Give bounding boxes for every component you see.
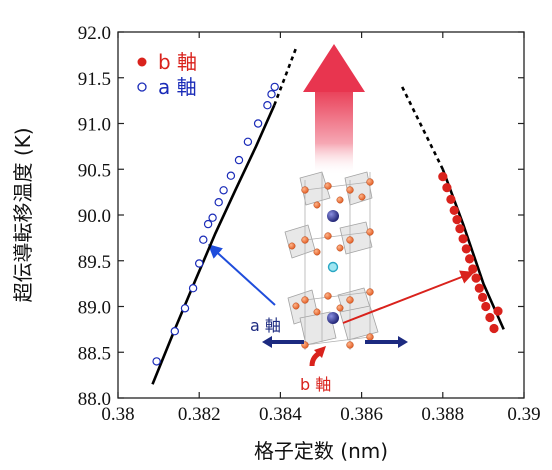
- crystal-axis-arrows: [262, 336, 408, 367]
- y-tick-label: 90.0: [78, 206, 111, 227]
- y-tick-label: 89.0: [78, 298, 111, 319]
- b-axis-data-point: [449, 205, 459, 215]
- a-axis-pointer-arrow: [207, 244, 276, 306]
- b-axis-data-point: [489, 323, 499, 334]
- a-axis-data-point: [214, 197, 223, 207]
- a-axis-data-point: [199, 235, 208, 244]
- trend-line-dashed: [273, 46, 298, 106]
- a-axis-data-point: [263, 100, 272, 110]
- b-axis-data-point: [458, 234, 468, 244]
- a-axis-data-point: [226, 171, 236, 180]
- trend-line-dashed: [401, 86, 444, 170]
- data-markers: [152, 82, 503, 366]
- a-axis-data-point: [243, 137, 253, 146]
- a-axis-data-point: [188, 284, 198, 293]
- b-axis-data-point: [493, 306, 503, 316]
- x-tick-label: 0.384: [259, 404, 302, 425]
- b-axis-data-point: [455, 224, 465, 234]
- x-tick-label: 0.388: [421, 404, 464, 425]
- b-axis-data-point: [485, 312, 495, 323]
- b-axis-data-point: [474, 283, 484, 293]
- legend-b-marker: [137, 57, 147, 67]
- x-tick-label: 0.382: [178, 404, 221, 425]
- a-axis-data-point: [208, 213, 217, 222]
- axis-ticks: 0.38 0.382 0.384 0.386 0.388 0.39 88.0 88.5 89.0…: [78, 23, 541, 425]
- legend-a-marker: [137, 82, 147, 92]
- b-axis-data-point: [471, 273, 481, 283]
- legend-a-label: a 軸: [158, 75, 197, 99]
- a-axis-annotation: a 軸: [250, 316, 281, 335]
- a-axis-data-point: [253, 119, 263, 128]
- y-tick-label: 90.5: [78, 160, 111, 181]
- crystal-structure-icon: [284, 171, 379, 350]
- y-tick-label: 91.0: [78, 115, 111, 136]
- trend-line-solid: [441, 168, 505, 330]
- b-axis-data-point: [464, 254, 475, 264]
- a-axis-data-point: [270, 82, 279, 92]
- b-axis-data-point: [438, 172, 448, 182]
- b-axis-data-point: [477, 292, 488, 302]
- b-axis-data-point: [461, 244, 471, 254]
- y-tick-label: 88.5: [78, 343, 111, 364]
- x-tick-label: 0.38: [101, 404, 134, 425]
- b-axis-data-point: [452, 215, 462, 225]
- a-axis-data-point: [203, 219, 213, 229]
- a-axis-data-point: [267, 89, 276, 99]
- y-tick-label: 88.0: [78, 389, 111, 410]
- y-axis-label: 超伝導転移温度 (K): [11, 127, 35, 302]
- a-axis-data-point: [152, 357, 161, 366]
- a-axis-data-point: [180, 304, 190, 313]
- legend: b 軸 a 軸: [137, 50, 197, 99]
- x-tick-label: 0.386: [340, 404, 383, 425]
- b-axis-data-point: [481, 301, 491, 312]
- a-axis-data-point: [170, 327, 179, 336]
- increase-arrow-icon: [303, 44, 365, 175]
- y-tick-label: 92.0: [78, 23, 111, 44]
- y-tick-label: 89.5: [78, 252, 111, 273]
- a-axis-data-point: [194, 259, 204, 268]
- x-tick-label: 0.39: [507, 404, 540, 425]
- b-axis-data-point: [442, 183, 452, 193]
- b-axis-data-point: [468, 264, 478, 274]
- x-axis-label: 格子定数 (nm): [254, 439, 388, 463]
- a-axis-data-point: [219, 186, 228, 195]
- legend-b-label: b 軸: [158, 50, 197, 74]
- b-axis-pointer-arrow: [342, 270, 475, 324]
- b-axis-annotation: b 軸: [300, 375, 331, 394]
- trend-line-solid: [151, 104, 276, 385]
- a-axis-data-point: [234, 155, 244, 165]
- y-tick-label: 91.5: [78, 69, 111, 90]
- b-axis-data-point: [446, 194, 456, 204]
